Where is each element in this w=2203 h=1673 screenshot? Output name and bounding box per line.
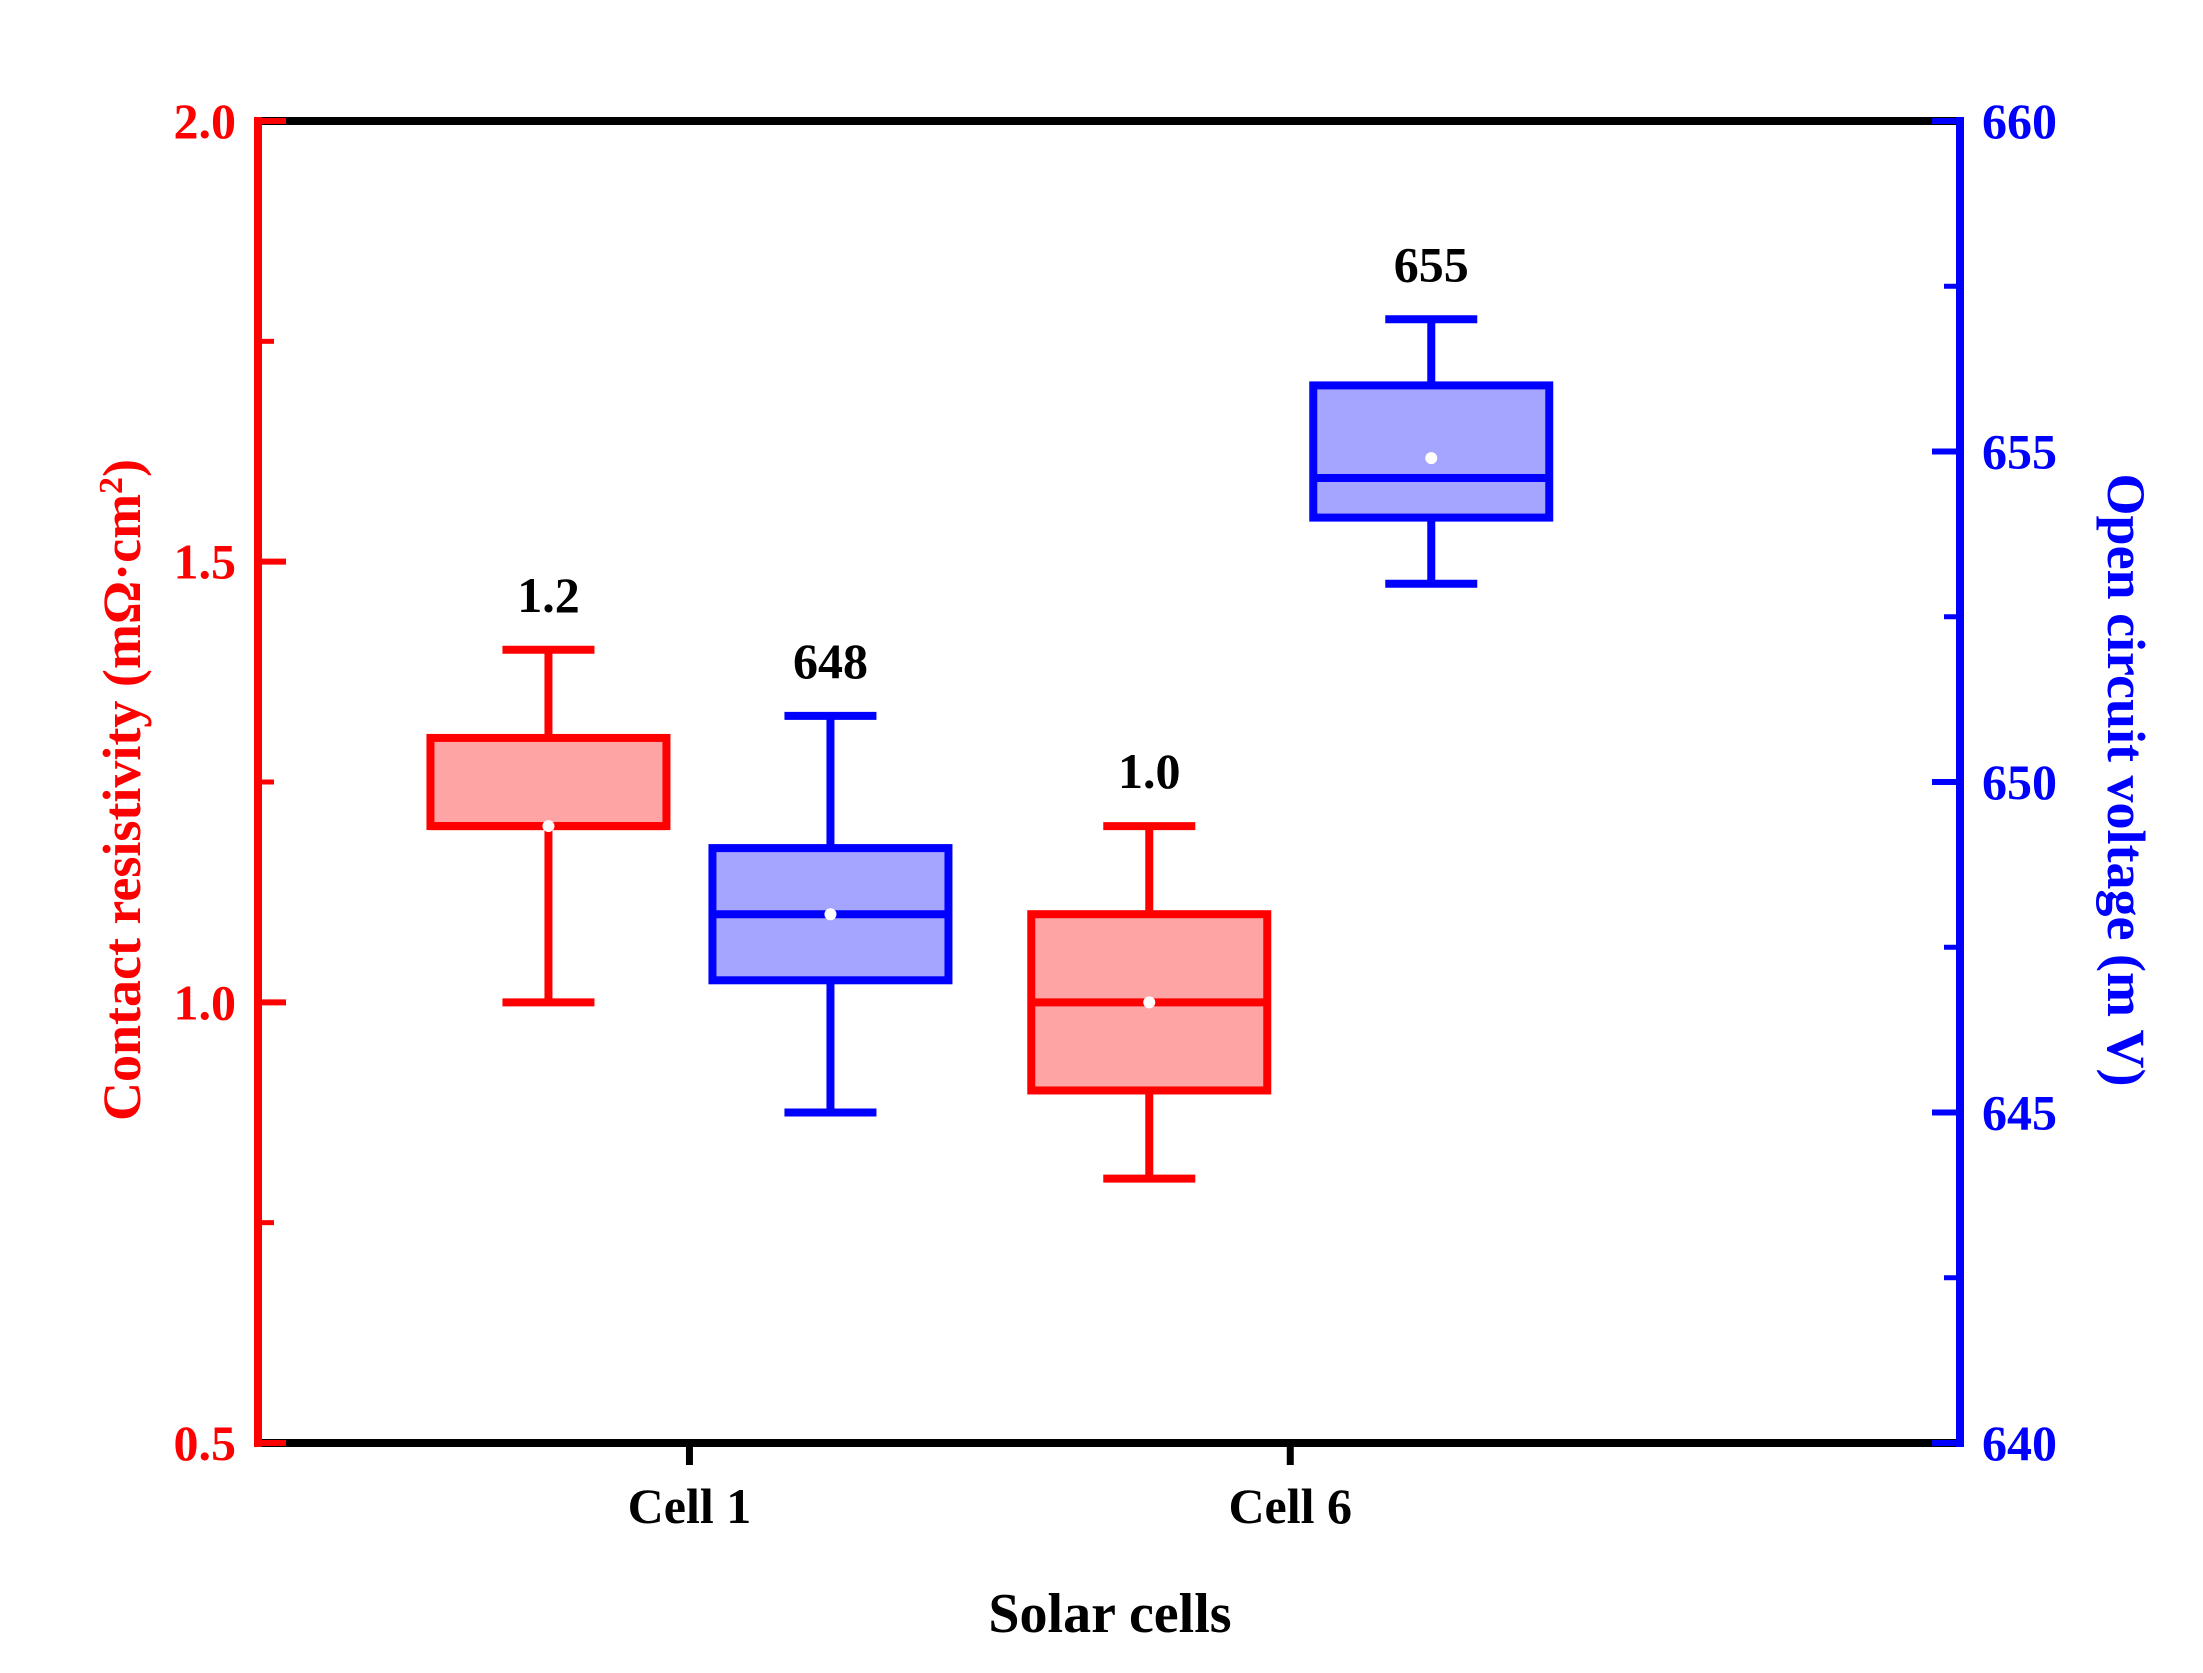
box-value-label: 648 <box>793 633 868 689</box>
left-tick-label: 2.0 <box>174 93 237 149</box>
right-tick-label: 640 <box>1982 1415 2057 1471</box>
right-tick-label: 650 <box>1982 754 2057 810</box>
right-tick-label: 660 <box>1982 93 2057 149</box>
left-tick-label: 0.5 <box>174 1415 237 1471</box>
box-group-left-1: 1.2 <box>426 567 671 1007</box>
right-tick-label: 645 <box>1982 1085 2057 1141</box>
left-axis-title: Contact resistivity (mΩ·cm2) <box>92 459 152 1121</box>
right-axis-title: Open circuit voltage (m V) <box>2096 474 2156 1087</box>
left-axis-title-main: Contact resistivity (mΩ·cm <box>92 494 152 1121</box>
box-group-right-2: 655 <box>1309 236 1554 588</box>
x-axis-title: Solar cells <box>988 1583 1231 1645</box>
x-tick-label: Cell 1 <box>628 1478 752 1534</box>
box-iqr <box>1309 381 1554 522</box>
box-iqr <box>426 733 671 831</box>
box-value-label: 655 <box>1394 236 1469 292</box>
mean-marker <box>1143 996 1156 1009</box>
left-axis-title-superscript: 2 <box>93 477 130 494</box>
right-tick-label: 655 <box>1982 424 2057 480</box>
mean-marker <box>542 820 555 833</box>
left-tick-label: 1.5 <box>174 534 237 590</box>
left-axis-title-close: ) <box>92 459 152 477</box>
mean-marker <box>824 908 837 921</box>
box-value-label: 1.0 <box>1118 743 1181 799</box>
left-tick-label: 1.0 <box>174 974 237 1030</box>
x-tick-label: Cell 6 <box>1228 1478 1352 1534</box>
mean-marker <box>1425 452 1438 465</box>
box-value-label: 1.2 <box>517 567 580 623</box>
box-group-right-1: 648 <box>708 633 953 1117</box>
box-group-left-2: 1.0 <box>1027 743 1272 1183</box>
